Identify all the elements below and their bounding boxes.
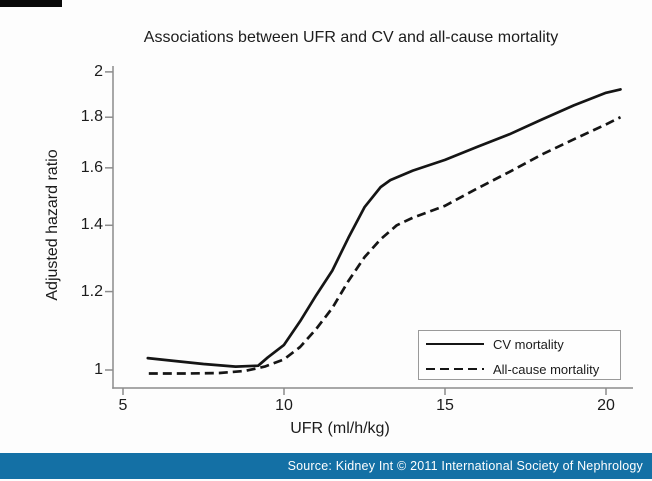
y-tick-label: 1 [94, 361, 103, 378]
legend: CV mortality All-cause mortality [418, 330, 621, 380]
all-cause-mortality-line [148, 115, 622, 375]
legend-row-all-cause: All-cause mortality [419, 357, 620, 381]
legend-row-cv: CV mortality [419, 332, 620, 356]
x-tick-label: 5 [118, 397, 128, 414]
cv-mortality-line-sample [426, 343, 484, 345]
y-tick-label: 1.6 [80, 159, 103, 176]
y-tick-label: 1.4 [80, 216, 103, 233]
legend-label-cv: CV mortality [493, 336, 564, 352]
y-tick-label: 1.2 [80, 283, 103, 300]
y-tick-label: 2 [94, 63, 103, 80]
x-tick-label: 10 [275, 397, 293, 414]
source-bar: Source: Kidney Int © 2011 International … [0, 453, 652, 479]
source-text: Source: Kidney Int © 2011 International … [287, 459, 643, 473]
chart-title: Associations between UFR and CV and all-… [143, 29, 559, 46]
x-tick-label: 20 [597, 397, 615, 414]
legend-label-all-cause: All-cause mortality [493, 361, 600, 377]
top-left-black-mark [0, 0, 62, 7]
y-tick-label: 1.8 [80, 108, 103, 125]
x-tick-label: 15 [436, 397, 454, 414]
cv-mortality-line [146, 88, 622, 368]
all-cause-mortality-line-sample [426, 367, 484, 371]
x-axis-label: UFR (ml/h/kg) [290, 420, 390, 437]
plot-svg [105, 66, 633, 395]
